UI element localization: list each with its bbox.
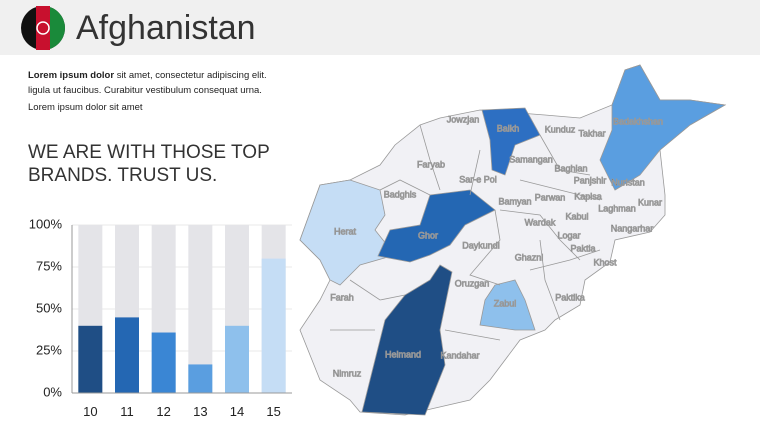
province-label: Oruzgan bbox=[455, 278, 490, 288]
province-label: Sar-e Pol bbox=[459, 174, 497, 184]
map: Jowzjan Balkh Kunduz Takhar Badakhshan Samang… bbox=[299, 64, 727, 416]
province-label: Bamyan bbox=[498, 196, 531, 206]
province-label: Nangarhar bbox=[611, 223, 654, 233]
y-tick-label: 100% bbox=[29, 216, 63, 231]
flag bbox=[21, 6, 65, 50]
province-label: Nuristan bbox=[611, 177, 645, 187]
province-label: Panjshir bbox=[574, 175, 607, 185]
title: Afghanistan bbox=[76, 9, 256, 47]
province-label: Ghor bbox=[418, 230, 438, 240]
intro-bold: Lorem ipsum dolor bbox=[28, 70, 114, 81]
province-label: Badghis bbox=[384, 189, 417, 199]
province-label: Logar bbox=[557, 230, 580, 240]
header-band bbox=[0, 0, 760, 55]
province-label: Laghman bbox=[598, 203, 636, 213]
intro-line: Lorem ipsum dolor sit amet bbox=[28, 102, 143, 113]
province-label: Wardak bbox=[525, 217, 556, 227]
province-label: Kapisa bbox=[574, 191, 602, 201]
province-label: Kandahar bbox=[440, 350, 479, 360]
province-label: Nimruz bbox=[333, 368, 362, 378]
province-label: Paktika bbox=[555, 292, 585, 302]
province-label: Kunar bbox=[638, 197, 662, 207]
intro-line: Lorem ipsum dolor sit amet, consectetur … bbox=[28, 70, 267, 81]
province-label: Kabul bbox=[565, 211, 588, 221]
province-label: Herat bbox=[334, 226, 357, 236]
province-label: Badakhshan bbox=[613, 116, 663, 126]
bar bbox=[225, 325, 249, 393]
y-tick-label: 75% bbox=[36, 258, 62, 273]
x-tick-label: 14 bbox=[230, 404, 244, 419]
province-label: Zabul bbox=[494, 298, 517, 308]
bar bbox=[188, 364, 213, 393]
province-label: Baghlan bbox=[554, 163, 587, 173]
x-tick-label: 12 bbox=[156, 404, 170, 419]
province-label: Takhar bbox=[578, 128, 605, 138]
x-tick-label: 11 bbox=[120, 404, 134, 419]
province-label: Samangan bbox=[509, 154, 553, 164]
y-tick-label: 0% bbox=[43, 384, 62, 399]
province-label: Kunduz bbox=[545, 124, 576, 134]
province-label: Jowzjan bbox=[447, 114, 480, 124]
province-label: Paktia bbox=[570, 243, 595, 253]
province-label: Ghazni bbox=[515, 252, 544, 262]
bar-chart: 0% 25% 50% 75% 100% 10 11 12 13 14 15 bbox=[29, 216, 292, 419]
bar bbox=[261, 258, 286, 393]
intro-text: sit amet, consectetur adipiscing elit. bbox=[117, 70, 267, 81]
heading: WE ARE WITH THOSE TOP bbox=[28, 142, 270, 163]
province-label: Daykundi bbox=[462, 240, 500, 250]
province-label: Parwan bbox=[535, 192, 566, 202]
x-tick-label: 13 bbox=[193, 404, 207, 419]
heading: BRANDS. TRUST US. bbox=[28, 165, 217, 186]
province-label: Farah bbox=[330, 292, 354, 302]
x-tick-label: 15 bbox=[266, 404, 280, 419]
province-label: Balkh bbox=[497, 123, 520, 133]
province-label: Khost bbox=[593, 257, 617, 267]
x-tick-label: 10 bbox=[83, 404, 97, 419]
bar bbox=[78, 325, 103, 393]
intro-line: ligula ut faucibus. Curabitur vestibulum… bbox=[28, 85, 262, 96]
bar bbox=[151, 332, 176, 393]
bar bbox=[115, 317, 139, 393]
y-tick-label: 25% bbox=[36, 342, 62, 357]
y-tick-label: 50% bbox=[36, 300, 62, 315]
province-label: Helmand bbox=[385, 349, 421, 359]
province-label: Faryab bbox=[417, 159, 445, 169]
